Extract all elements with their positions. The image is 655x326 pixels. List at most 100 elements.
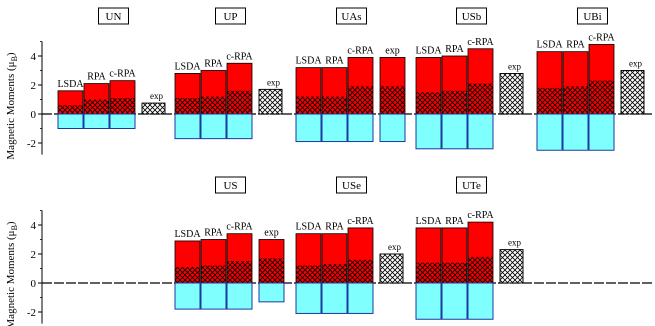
- compound-label: USb: [462, 11, 482, 23]
- orbital-moment-hatch: [84, 99, 109, 114]
- bar-uas-exp: exp: [379, 45, 406, 143]
- y-axis-label: Magnetic Moments (μB): [5, 52, 19, 160]
- method-label: RPA: [204, 59, 223, 70]
- compound-label-box: [456, 7, 487, 25]
- orbital-moment-hatch: [201, 96, 226, 114]
- spin-moment-bar: [415, 282, 442, 320]
- method-label: exp: [508, 61, 521, 71]
- bar-use-exp: exp: [379, 242, 404, 284]
- orbital-moment-hatch: [259, 258, 284, 283]
- compound-label: UTe: [462, 180, 481, 192]
- compound-label-box: [215, 7, 246, 25]
- spin-moment-bar: [415, 113, 442, 150]
- orbital-moment-hatch: [348, 259, 373, 283]
- orbital-moment-hatch: [380, 86, 405, 114]
- y-tick-label: 4: [31, 51, 37, 63]
- orbital-moment-hatch: [442, 262, 467, 283]
- method-label: RPA: [87, 72, 106, 83]
- compound-label-box: [215, 176, 246, 194]
- bar-usb-exp: exp: [499, 61, 524, 115]
- method-label: exp: [508, 238, 521, 248]
- method-label: c-RPA: [467, 37, 494, 48]
- method-label: c-RPA: [226, 51, 253, 62]
- bar-ubi-lsda: LSDA: [536, 40, 563, 151]
- orbital-moment-hatch: [468, 83, 493, 114]
- orbital-moment-hatch: [322, 96, 347, 114]
- compound-label-box: [577, 7, 608, 25]
- method-label: LSDA: [174, 229, 201, 240]
- orbital-moment-hatch: [227, 261, 252, 283]
- bar-us-exp: exp: [258, 228, 285, 303]
- spin-moment-bar: [379, 113, 406, 143]
- exp-moment-hatch: [499, 73, 524, 115]
- spin-moment-bar: [441, 113, 468, 150]
- method-label: c-RPA: [347, 216, 374, 227]
- spin-moment-bar: [588, 113, 615, 151]
- orbital-moment-hatch: [563, 86, 588, 114]
- method-label: c-RPA: [109, 69, 136, 80]
- spin-moment-bar: [174, 282, 201, 310]
- spin-moment-bar: [347, 282, 374, 314]
- bar-usb-rpa: RPA: [441, 44, 468, 150]
- compound-label-box: [456, 176, 487, 194]
- exp-moment-hatch: [620, 70, 645, 115]
- compound-label: USe: [342, 180, 361, 192]
- bar-ubi-rpa: RPA: [562, 40, 589, 151]
- bar-use-lsda: LSDA: [295, 222, 322, 314]
- orbital-moment-hatch: [468, 256, 493, 283]
- method-label: c-RPA: [467, 210, 494, 221]
- orbital-moment-hatch: [296, 96, 321, 114]
- bar-un-rpa: RPA: [83, 72, 110, 129]
- spin-moment-bar: [295, 113, 322, 143]
- method-label: RPA: [325, 222, 344, 233]
- bar-ute-exp: exp: [499, 238, 524, 284]
- bar-ubi-c-rpa: c-RPA: [588, 32, 615, 151]
- orbital-moment-hatch: [348, 86, 373, 114]
- orbital-moment-hatch: [201, 265, 226, 283]
- y-tick-label: 4: [31, 220, 37, 232]
- method-label: LSDA: [415, 216, 442, 227]
- bar-uas-lsda: LSDA: [295, 56, 322, 143]
- y-axis-label: Magnetic Moments (μB): [5, 221, 19, 326]
- method-label: c-RPA: [226, 222, 253, 233]
- exp-moment-hatch: [258, 88, 283, 115]
- bar-usb-lsda: LSDA: [415, 45, 442, 150]
- compound-label: UBi: [583, 11, 601, 23]
- bar-ute-lsda: LSDA: [415, 216, 442, 320]
- spin-moment-bar: [226, 113, 253, 140]
- orbital-moment-hatch: [296, 265, 321, 283]
- y-tick-label: 2: [31, 249, 37, 261]
- bar-uas-rpa: RPA: [321, 56, 348, 143]
- spin-moment-bar: [109, 113, 136, 129]
- bar-ute-rpa: RPA: [441, 216, 468, 320]
- compound-label: US: [223, 180, 237, 192]
- bar-usb-c-rpa: c-RPA: [467, 37, 494, 150]
- orbital-moment-hatch: [589, 80, 614, 114]
- method-label: RPA: [204, 228, 223, 239]
- orbital-moment-hatch: [227, 90, 252, 114]
- bar-use-rpa: RPA: [321, 222, 348, 314]
- method-label: exp: [388, 242, 401, 252]
- spin-moment-bar: [467, 113, 494, 150]
- spin-moment-bar: [467, 282, 494, 320]
- spin-moment-bar: [174, 113, 201, 140]
- compound-label: UAs: [341, 11, 361, 23]
- spin-moment-bar: [347, 113, 374, 143]
- method-label: exp: [150, 91, 163, 101]
- bar-us-rpa: RPA: [200, 228, 227, 310]
- bar-us-c-rpa: c-RPA: [226, 222, 253, 310]
- y-tick-label: 0: [31, 109, 37, 121]
- orbital-moment-hatch: [416, 262, 441, 283]
- spin-moment-bar: [321, 113, 348, 143]
- method-label: exp: [267, 77, 280, 87]
- method-label: LSDA: [295, 56, 322, 67]
- method-label: LSDA: [174, 61, 201, 72]
- orbital-moment-hatch: [442, 90, 467, 114]
- orbital-moment-hatch: [416, 92, 441, 114]
